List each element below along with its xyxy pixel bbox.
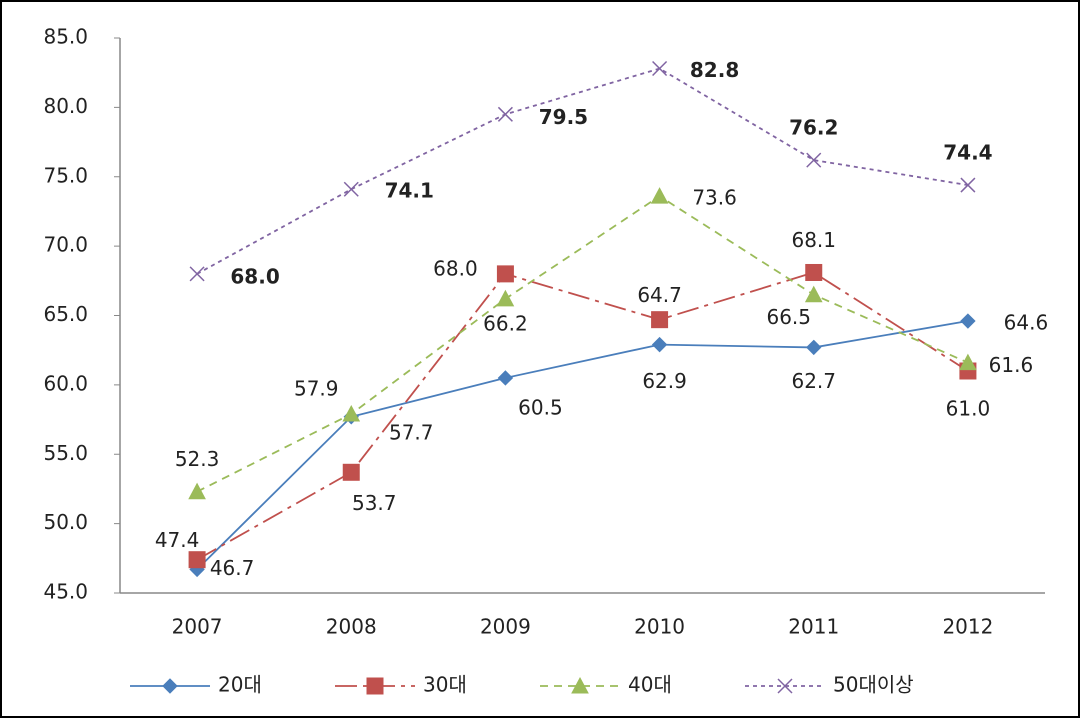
data-label: 61.0 <box>946 397 991 421</box>
legend-label: 30대 <box>423 673 467 697</box>
marker <box>496 265 514 283</box>
legend-label: 20대 <box>218 673 262 697</box>
marker <box>188 551 206 569</box>
data-label: 52.3 <box>175 447 220 471</box>
x-tick-label: 2011 <box>788 615 839 639</box>
data-label: 47.4 <box>155 528 200 552</box>
y-tick-label: 45.0 <box>43 580 88 604</box>
data-label: 74.1 <box>385 179 434 203</box>
data-label: 60.5 <box>518 395 563 419</box>
data-label: 64.7 <box>637 283 682 307</box>
legend-marker <box>571 676 589 694</box>
marker <box>805 263 823 281</box>
data-label: 73.6 <box>692 186 737 210</box>
y-tick-label: 70.0 <box>43 233 88 257</box>
marker <box>960 177 976 193</box>
series-line <box>196 195 969 493</box>
marker <box>651 336 668 353</box>
series-line <box>196 271 969 561</box>
y-tick-label: 65.0 <box>43 302 88 326</box>
data-label: 61.6 <box>989 353 1034 377</box>
data-label: 46.7 <box>210 556 255 580</box>
marker <box>497 370 514 386</box>
data-label: 68.0 <box>230 264 279 288</box>
y-tick-label: 50.0 <box>43 510 88 534</box>
data-label: 74.4 <box>943 141 992 165</box>
data-label: 66.2 <box>483 311 528 335</box>
marker <box>497 106 513 122</box>
marker <box>188 482 206 500</box>
x-tick-label: 2010 <box>634 615 685 639</box>
series-line <box>196 320 969 571</box>
y-tick-label: 60.0 <box>43 371 88 395</box>
marker <box>343 181 359 197</box>
data-label: 68.0 <box>433 256 478 280</box>
data-label: 82.8 <box>690 58 739 82</box>
data-label: 79.5 <box>539 105 588 129</box>
y-tick-label: 55.0 <box>43 441 88 465</box>
x-tick-label: 2009 <box>480 615 531 639</box>
data-label: 76.2 <box>789 116 838 140</box>
legend-label: 40대 <box>628 673 672 697</box>
marker <box>496 289 515 307</box>
data-label: 62.9 <box>642 369 687 393</box>
marker <box>652 60 668 77</box>
data-label: 62.7 <box>791 369 836 393</box>
data-label: 68.1 <box>791 228 836 252</box>
data-label: 57.9 <box>294 377 339 401</box>
series-line <box>196 67 969 275</box>
data-label: 64.6 <box>1004 311 1049 335</box>
data-label: 57.7 <box>389 420 434 444</box>
x-tick-label: 2008 <box>326 615 377 639</box>
y-tick-label: 85.0 <box>43 25 88 49</box>
marker <box>342 404 361 422</box>
marker <box>189 266 205 282</box>
marker <box>650 187 669 204</box>
data-label: 66.5 <box>766 305 811 329</box>
legend-marker <box>777 678 793 694</box>
x-tick-label: 2012 <box>942 615 993 639</box>
data-label: 53.7 <box>352 491 397 515</box>
legend-label: 50대이상 <box>833 673 914 697</box>
marker <box>804 285 823 303</box>
marker <box>342 463 360 481</box>
marker <box>960 313 976 329</box>
marker <box>806 152 822 168</box>
y-tick-label: 80.0 <box>43 94 88 118</box>
marker <box>806 339 822 356</box>
x-tick-label: 2007 <box>172 615 223 639</box>
legend-marker <box>162 678 178 694</box>
marker <box>651 311 669 329</box>
marker <box>959 353 977 371</box>
y-tick-label: 75.0 <box>43 163 88 187</box>
legend-marker <box>366 677 384 695</box>
